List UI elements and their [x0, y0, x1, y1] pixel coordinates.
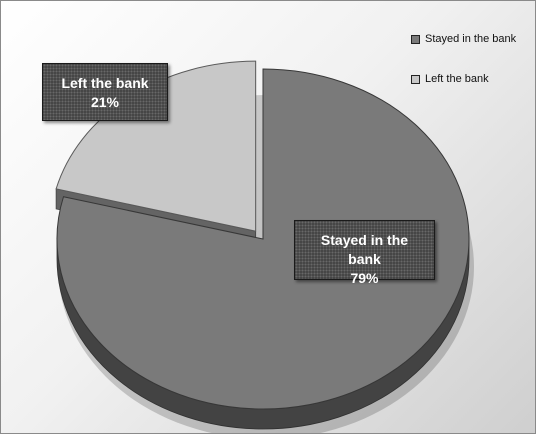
- data-label-left-the-bank-name: Left the bank: [53, 74, 157, 93]
- legend: Stayed in the bank Left the bank: [411, 31, 516, 87]
- data-label-stayed-in-the-bank-value: 79%: [305, 269, 424, 288]
- legend-swatch-stayed-in-the-bank: [411, 35, 420, 44]
- legend-swatch-left-the-bank: [411, 75, 420, 84]
- legend-item-stayed-in-the-bank: Stayed in the bank: [411, 31, 516, 47]
- data-label-left-the-bank-value: 21%: [53, 93, 157, 112]
- legend-label-stayed-in-the-bank: Stayed in the bank: [425, 33, 516, 45]
- data-label-stayed-in-the-bank: Stayed in the bank 79%: [294, 220, 435, 280]
- legend-label-left-the-bank: Left the bank: [425, 73, 489, 85]
- data-label-stayed-in-the-bank-name: Stayed in the bank: [305, 231, 424, 269]
- legend-item-left-the-bank: Left the bank: [411, 71, 516, 87]
- data-label-left-the-bank: Left the bank 21%: [42, 63, 168, 121]
